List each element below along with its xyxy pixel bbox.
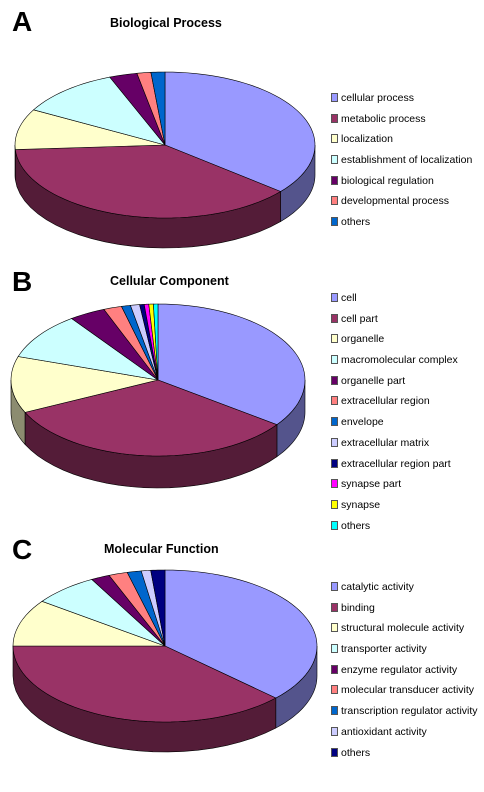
legend-swatch: [331, 376, 338, 385]
legend-label: organelle: [341, 333, 384, 345]
legend-swatch: [331, 644, 338, 653]
legend-label: cellular process: [341, 92, 414, 104]
legend-label: organelle part: [341, 375, 405, 387]
legend-swatch: [331, 521, 338, 530]
legend-label: molecular transducer activity: [341, 684, 474, 696]
legend-label: others: [341, 216, 370, 228]
legend-swatch: [331, 114, 338, 123]
legend-swatch: [331, 748, 338, 757]
legend-label: cell part: [341, 313, 378, 325]
legend-label: extracellular region part: [341, 458, 451, 470]
legend-swatch: [331, 706, 338, 715]
legend-swatch: [331, 293, 338, 302]
legend-swatch: [331, 665, 338, 674]
legend-label: enzyme regulator activity: [341, 664, 457, 676]
legend-swatch: [331, 93, 338, 102]
legend-swatch: [331, 314, 338, 323]
legend-label: macromolecular complex: [341, 354, 458, 366]
legend-swatch: [331, 155, 338, 164]
legend-swatch: [331, 727, 338, 736]
legend-label: localization: [341, 133, 393, 145]
pie-chart: [0, 530, 330, 792]
legend-label: envelope: [341, 416, 384, 428]
legend-swatch: [331, 217, 338, 226]
legend-swatch: [331, 134, 338, 143]
legend-label: catalytic activity: [341, 581, 414, 593]
legend-swatch: [331, 417, 338, 426]
legend-swatch: [331, 355, 338, 364]
legend-label: binding: [341, 602, 375, 614]
legend-label: extracellular region: [341, 395, 430, 407]
legend-swatch: [331, 623, 338, 632]
legend-label: transcription regulator activity: [341, 705, 478, 717]
legend-label: synapse part: [341, 478, 401, 490]
legend-swatch: [331, 582, 338, 591]
legend-swatch: [331, 334, 338, 343]
legend-swatch: [331, 685, 338, 694]
legend-label: synapse: [341, 499, 380, 511]
legend-label: structural molecule activity: [341, 622, 464, 634]
legend-label: biological regulation: [341, 175, 434, 187]
legend-label: others: [341, 747, 370, 759]
pie-chart: [0, 262, 330, 524]
legend-swatch: [331, 459, 338, 468]
legend-swatch: [331, 176, 338, 185]
legend-swatch: [331, 438, 338, 447]
legend-swatch: [331, 479, 338, 488]
legend-swatch: [331, 196, 338, 205]
legend-swatch: [331, 396, 338, 405]
legend-swatch: [331, 500, 338, 509]
legend-label: developmental process: [341, 195, 449, 207]
legend-swatch: [331, 603, 338, 612]
legend-label: extracellular matrix: [341, 437, 429, 449]
legend-label: antioxidant activity: [341, 726, 427, 738]
legend-label: transporter activity: [341, 643, 427, 655]
legend-label: cell: [341, 292, 357, 304]
legend-label: establishment of localization: [341, 154, 472, 166]
legend-label: metabolic process: [341, 113, 426, 125]
pie-chart: [0, 0, 330, 262]
